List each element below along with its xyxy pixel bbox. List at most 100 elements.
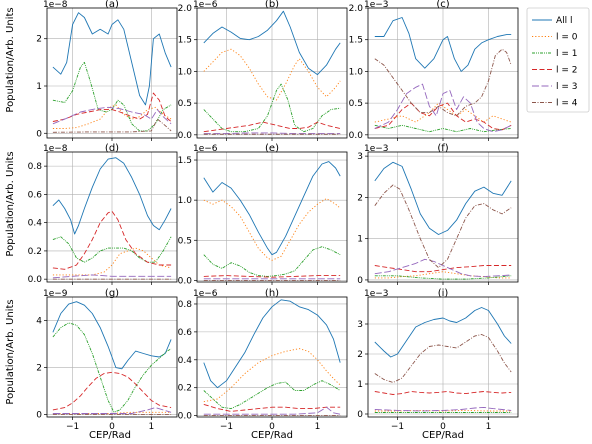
- x-tick-label: −1: [391, 422, 404, 432]
- series-line-l-2: [52, 210, 172, 270]
- x-tick-label: −1: [66, 422, 79, 432]
- y-tick-label: 0.0: [349, 131, 364, 141]
- series-line-l-3: [52, 407, 172, 414]
- panel-a: 0 1 2 1e−8 (a): [36, 0, 178, 141]
- y-tick-label: 1.5: [349, 36, 363, 46]
- panel-f: 0 1 2 31e−3 (f): [357, 143, 519, 286]
- series-line-l-0: [52, 104, 172, 129]
- axis-multiplier: 1e−6: [193, 144, 218, 154]
- y-tick-label: 0: [36, 411, 42, 421]
- panel-label: (d): [105, 143, 119, 154]
- panel-label: (b): [265, 0, 279, 10]
- series-line-l-3: [203, 406, 341, 415]
- y-axis-label-top: Population/Arb. Units: [5, 7, 16, 112]
- panel-i: −1 0 1 0 1 2 3 1e−3 (i): [357, 288, 519, 432]
- axis-multiplier: 1e−3: [364, 144, 389, 154]
- series-line-all-l: [52, 301, 172, 370]
- series-line-l-2: [203, 121, 341, 133]
- panel-c: 0.0 0.5 1.0 1.5 2.0 1e−3 (c): [349, 0, 519, 141]
- panel-d: 0.0 0.2 0.4 0.6 0.81e−8 (d): [28, 143, 178, 285]
- x-tick-label: 1: [149, 422, 155, 432]
- plot-frame: [367, 7, 519, 139]
- axis-multiplier: 1e−8: [43, 144, 68, 154]
- series-line-l-4: [374, 184, 512, 269]
- x-tick-label: 1: [315, 422, 321, 432]
- series-line-l-1: [374, 124, 512, 133]
- series-line-l-3: [374, 406, 512, 412]
- y-tick-label: 2.0: [349, 4, 364, 14]
- y-tick-label: 0.6: [178, 328, 193, 338]
- y-tick-label: 0: [36, 129, 42, 139]
- series-line-l-0: [203, 48, 341, 101]
- series-line-l-3: [374, 83, 512, 133]
- y-tick-label: 0.8: [28, 162, 43, 172]
- series-line-all-l: [52, 12, 172, 106]
- series-group: [52, 12, 172, 133]
- y-tick-label: 3: [357, 320, 363, 330]
- legend-entry-text: l = 4: [556, 99, 578, 109]
- series-line-all-l: [203, 299, 341, 389]
- series-line-l-1: [203, 380, 341, 410]
- series-line-all-l: [203, 10, 341, 76]
- series-line-l-2: [52, 371, 172, 411]
- series-line-l-0: [52, 247, 172, 276]
- y-tick-label: 1: [36, 82, 42, 92]
- panel-label: (h): [265, 288, 279, 299]
- plot-frame: [196, 151, 348, 283]
- plot-frame: [367, 151, 519, 283]
- series-group: [203, 161, 341, 281]
- series-line-l-4: [374, 48, 512, 117]
- series-line-l-0: [374, 271, 512, 279]
- y-tick-label: 0: [357, 410, 363, 420]
- plot-frame: [367, 296, 519, 418]
- series-line-l-1: [374, 275, 512, 280]
- series-line-l-2: [374, 391, 512, 395]
- series-group: [203, 10, 341, 135]
- y-tick-label: 2: [36, 35, 42, 45]
- panel-g: −1 0 1 0 2 4 1e−9 (g): [36, 288, 178, 432]
- y-tick-label: 2.0: [178, 4, 193, 14]
- y-tick-label: 0.0: [28, 275, 43, 285]
- series-line-l-2: [374, 102, 512, 131]
- series-line-l-0: [374, 409, 512, 412]
- y-tick-label: 0.0: [178, 276, 193, 286]
- series-line-l-2: [52, 92, 172, 122]
- y-axis-label-middle: Population/Arb. Units: [5, 151, 16, 256]
- y-tick-label: 1.0: [349, 67, 364, 77]
- axis-multiplier: 1e−3: [364, 0, 389, 10]
- series-line-all-l: [374, 161, 512, 235]
- panel-label: (e): [265, 143, 279, 154]
- panel-e: 0.0 0.5 1.0 1.51e−6 (e): [178, 143, 348, 286]
- y-tick-label: 1: [357, 380, 363, 390]
- axis-multiplier: 1e−9: [43, 289, 68, 299]
- series-line-all-l: [52, 157, 172, 235]
- series-line-l-1: [203, 246, 341, 277]
- y-tick-label: 2: [357, 350, 363, 360]
- x-axis-label-right: CEP/Rad: [422, 430, 464, 441]
- axis-multiplier: 1e−6: [193, 289, 218, 299]
- legend-entry-text: l = 3: [556, 82, 578, 92]
- series-line-all-l: [203, 161, 341, 256]
- y-tick-label: 0.6: [28, 190, 43, 200]
- panel-h: −1 0 1 0.0 0.2 0.4 0.6 0.81e−6 (h): [178, 288, 348, 432]
- y-tick-label: 0.4: [178, 356, 193, 366]
- series-line-l-3: [52, 106, 172, 125]
- panel-label: (f): [437, 143, 448, 154]
- y-tick-label: 0.5: [178, 99, 192, 109]
- y-tick-label: 2: [36, 364, 42, 374]
- series-line-l-0: [203, 198, 341, 261]
- legend-entry-text: l = 2: [556, 66, 578, 76]
- series-line-l-2: [203, 403, 341, 412]
- axis-multiplier: 1e−3: [364, 289, 389, 299]
- y-tick-label: 1: [357, 235, 363, 245]
- series-group: [374, 17, 512, 133]
- series-group: [374, 307, 512, 413]
- y-tick-label: 0: [357, 276, 363, 286]
- y-axis-label-bottom: Population/Arb. Units: [5, 299, 16, 404]
- axis-multiplier: 1e−8: [43, 0, 68, 10]
- plot-frame: [46, 296, 178, 418]
- legend-entry-text: All l: [556, 16, 573, 26]
- y-tick-label: 0.5: [178, 236, 192, 246]
- plot-frame: [46, 7, 178, 139]
